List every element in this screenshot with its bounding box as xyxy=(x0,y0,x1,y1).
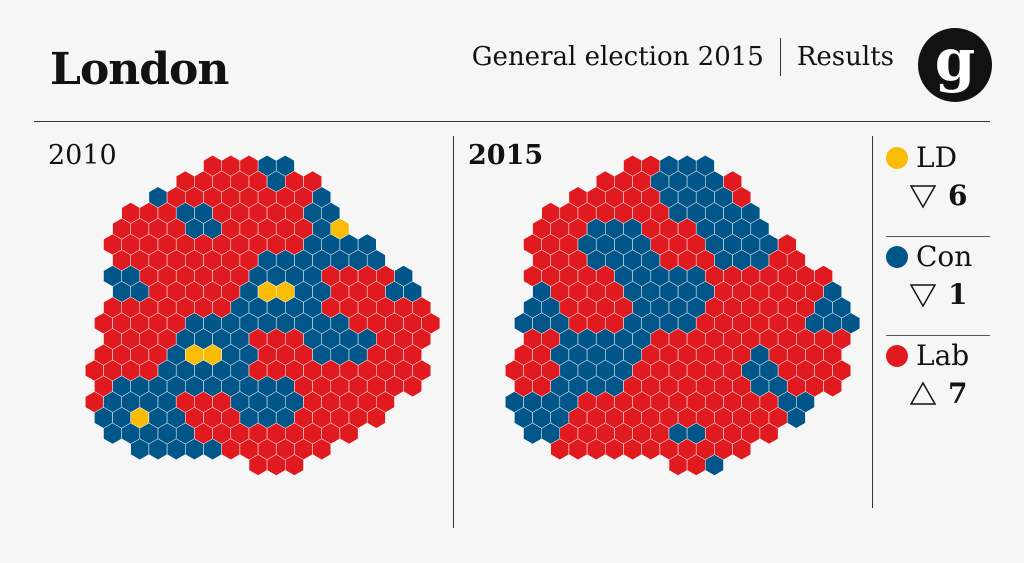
con-color-dot xyxy=(886,246,908,268)
header-rule xyxy=(34,121,990,122)
logo-glyph: g xyxy=(934,26,976,94)
constituency-hex-lab xyxy=(312,438,332,461)
page-title: London xyxy=(50,44,229,95)
hex-map-2010 xyxy=(50,140,450,510)
subtitle-divider xyxy=(779,38,781,76)
constituency-hex-con xyxy=(786,407,806,429)
constituency-hex-con xyxy=(705,454,724,476)
legend-party-lab: Lab xyxy=(916,339,970,372)
constituency-hex-lab xyxy=(366,407,386,429)
legend-change-lab: 7 xyxy=(948,377,968,410)
constituency-hex-lab xyxy=(732,438,752,461)
constituency-hex-lab xyxy=(339,422,359,445)
hex-map-2015-svg xyxy=(505,155,861,476)
triangle-down-icon xyxy=(910,284,936,308)
subtitle-results: Results xyxy=(796,42,894,72)
constituency-hex-lab xyxy=(823,375,842,398)
guardian-logo: g xyxy=(918,28,992,102)
subtitle-election: General election 2015 xyxy=(471,42,764,72)
triangle-up-icon xyxy=(910,381,936,405)
hex-map-2010-svg xyxy=(85,155,441,476)
legend-party-ld: LD xyxy=(916,141,958,174)
legend: LD 6 Con 1 Lab 7 xyxy=(886,138,990,434)
legend-item-ld: LD 6 xyxy=(886,138,990,236)
map-divider xyxy=(453,136,454,528)
legend-item-con: Con 1 xyxy=(886,236,990,335)
legend-change-con: 1 xyxy=(948,278,968,311)
year-label-2015: 2015 xyxy=(468,140,544,171)
hex-map-2015 xyxy=(470,140,870,510)
legend-item-lab: Lab 7 xyxy=(886,335,990,434)
constituency-hex-lab xyxy=(285,454,304,476)
legend-change-ld: 6 xyxy=(948,179,968,212)
constituency-hex-lab xyxy=(759,422,779,445)
constituency-hex-lab xyxy=(403,375,422,398)
ld-color-dot xyxy=(886,147,908,169)
legend-divider xyxy=(872,136,873,508)
year-label-2010: 2010 xyxy=(48,140,117,171)
subtitle: General election 2015 Results xyxy=(472,38,894,76)
legend-party-con: Con xyxy=(916,240,973,273)
lab-color-dot xyxy=(886,345,908,367)
triangle-down-icon xyxy=(910,185,936,209)
